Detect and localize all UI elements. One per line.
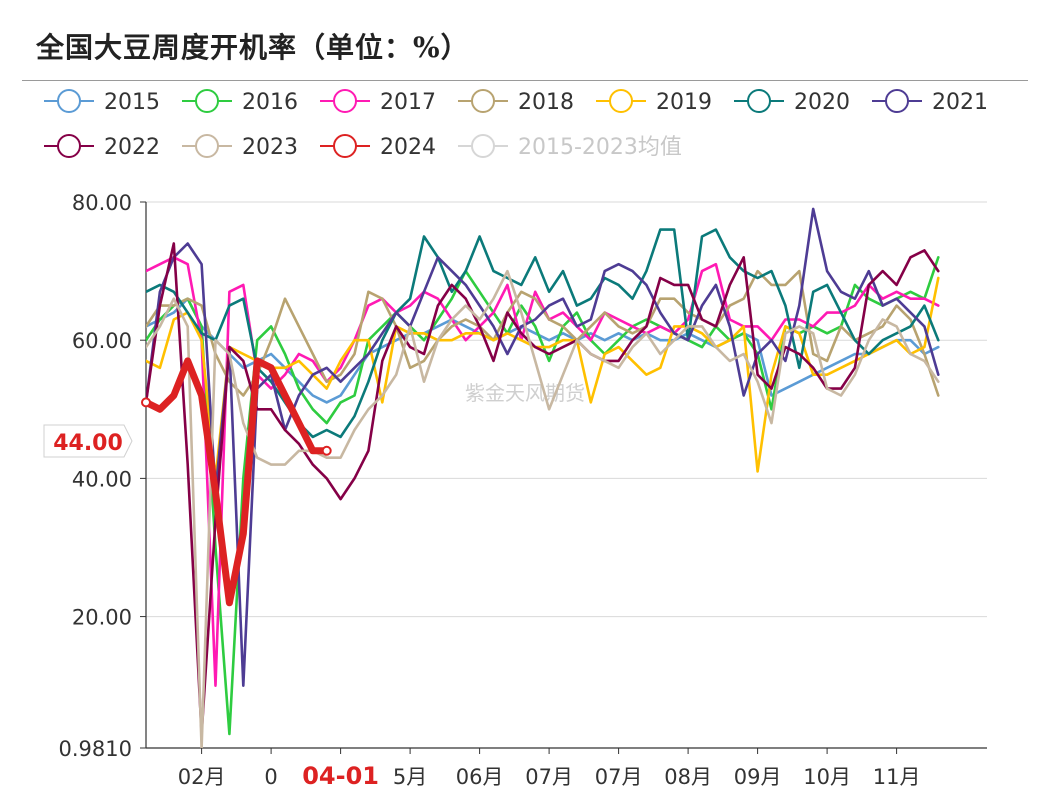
series-line-2024 [146,357,331,607]
legend-marker-icon [57,89,81,113]
legend-marker-icon [195,134,219,158]
series-line-2021 [146,207,940,687]
x-tick-label: 09月 [734,765,782,789]
series-line-2023 [146,269,940,748]
series-line-2018 [146,269,940,397]
legend-marker-icon [471,89,495,113]
legend-marker-icon [747,89,771,113]
legend-label: 2015 [104,90,160,115]
legend-marker-icon [57,134,81,158]
x-axis: 02月 0 04-01 5月 06月 07月 07月 08月 09月 10月 11月 [146,747,987,790]
x-tick-label: 0 [264,765,277,789]
x-tick-label: 04-01 [302,762,379,790]
highlight-value: 44.00 [43,424,133,458]
legend-item-2015[interactable]: 2015 [44,89,160,115]
series-lines [141,207,940,748]
series-point-2024 [321,445,332,456]
series-line-2016 [146,256,940,736]
legend-label: 2018 [518,90,574,115]
legend-marker-icon [885,89,909,113]
x-tick-label: 10月 [803,765,851,789]
legend-label: 2022 [104,135,160,160]
series-line-2015 [146,297,940,404]
legend-label: 2019 [656,90,712,115]
legend-label: 2024 [380,135,436,160]
page-title: 全国大豆周度开机率（单位：%） [36,31,470,64]
legend-marker-icon [471,134,495,158]
x-tick-label: 5月 [393,765,427,789]
y-tick-label: 80.00 [72,191,132,215]
legend-item-2016[interactable]: 2016 [182,89,298,115]
legend-item-2023[interactable]: 2023 [182,134,298,160]
y-tick-label: 0.9810 [59,737,132,761]
legend-item-2015-2023均值[interactable]: 2015-2023均值 [458,134,682,160]
legend-marker-icon [195,89,219,113]
x-tick-label: 06月 [456,765,504,789]
title-divider [22,80,1028,81]
legend-item-2019[interactable]: 2019 [596,89,712,115]
legend: 2015 2016 2017 2018 2019 2020 2021 2022 2023 2024… [44,89,988,160]
highlight-label-box [43,424,133,458]
legend-item-2020[interactable]: 2020 [734,89,850,115]
x-tick-label: 08月 [664,765,712,789]
x-tick-label: 07月 [595,765,643,789]
series-line-2019 [146,276,940,480]
watermark: 紫金天风期货 [465,381,585,405]
legend-item-2022[interactable]: 2022 [44,134,160,160]
x-tick-label: 11月 [873,765,921,789]
y-tick-label: 40.00 [72,467,132,491]
legend-item-2018[interactable]: 2018 [458,89,574,115]
y-axis: 80.00 60.00 40.00 20.00 0.9810 [59,191,147,761]
legend-label: 2021 [932,90,988,115]
legend-marker-icon [333,134,357,158]
legend-label: 2015-2023均值 [518,135,682,160]
series-point-2024 [141,397,151,408]
grid-lines [146,201,987,749]
x-tick-label: 07月 [525,765,573,789]
legend-item-2021[interactable]: 2021 [872,89,988,115]
series-line-2017 [146,256,940,687]
x-tick-label: 02月 [178,765,226,789]
legend-marker-icon [609,89,633,113]
legend-item-2017[interactable]: 2017 [320,89,436,115]
series-line-2022 [146,242,940,736]
legend-item-2024[interactable]: 2024 [320,134,436,160]
y-tick-label: 20.00 [72,606,132,630]
legend-label: 2016 [242,90,298,115]
legend-marker-icon [333,89,357,113]
highlight-label: 44.00 [53,431,123,456]
legend-label: 2017 [380,90,436,115]
legend-label: 2020 [794,90,850,115]
legend-label: 2023 [242,135,298,160]
y-tick-label: 60.00 [72,329,132,353]
